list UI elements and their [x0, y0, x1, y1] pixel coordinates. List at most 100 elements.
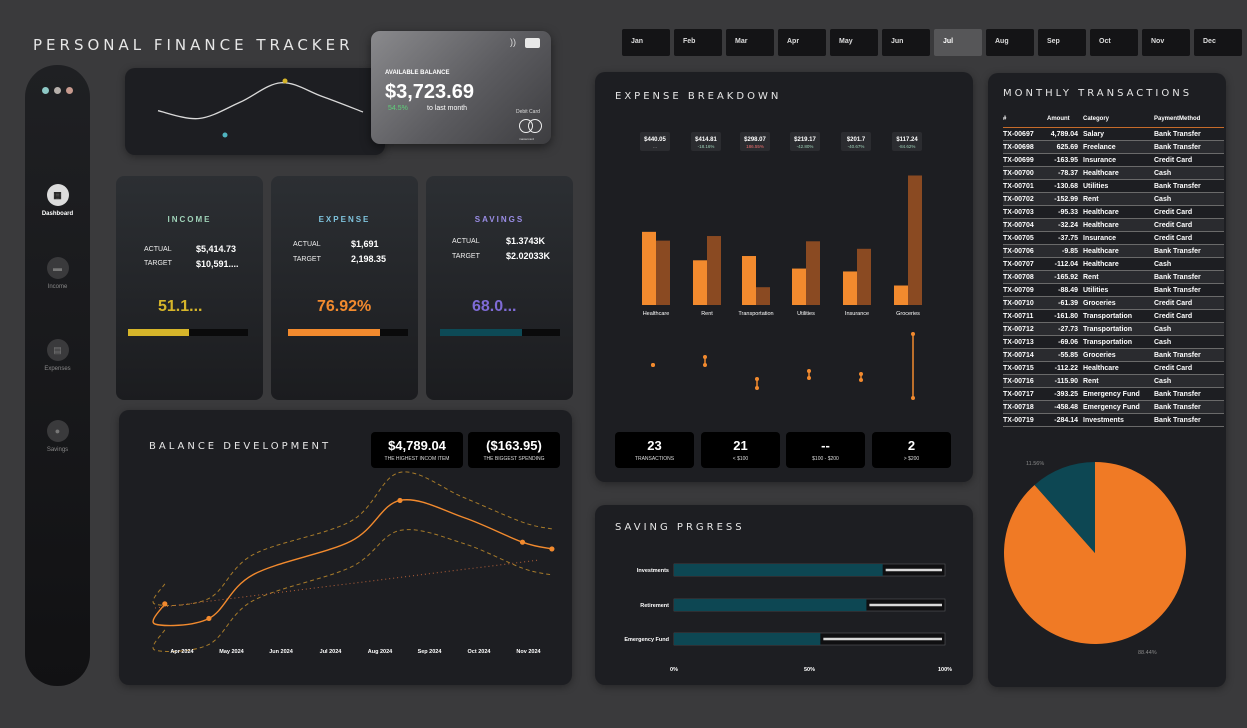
- table-cell: TX-00702: [1003, 192, 1047, 206]
- column-header[interactable]: #: [1003, 116, 1007, 122]
- table-row[interactable]: TX-00705 -37.75 Insurance Credit Card: [1003, 231, 1224, 245]
- balance-x-tick: Oct 2024: [468, 649, 492, 655]
- month-button-jun[interactable]: Jun: [882, 29, 930, 56]
- table-row[interactable]: TX-00709 -88.49 Utilities Bank Transfer: [1003, 283, 1224, 297]
- table-row[interactable]: TX-00699 -163.95 Insurance Credit Card: [1003, 153, 1224, 167]
- table-row[interactable]: TX-00710 -61.39 Groceries Credit Card: [1003, 296, 1224, 310]
- income-progress-fill: [128, 329, 190, 336]
- sidebar-item-expenses[interactable]: ▤ Expenses: [25, 339, 90, 372]
- table-row[interactable]: TX-00708 -165.92 Rent Bank Transfer: [1003, 270, 1224, 284]
- table-cell: -112.22: [1047, 361, 1083, 375]
- biggest-spending-stat: ($163.95) THE BIGGEST SPENDING: [468, 432, 560, 468]
- chip-icon: [525, 38, 540, 48]
- table-row[interactable]: TX-00700 -78.37 Healthcare Cash: [1003, 166, 1224, 180]
- table-cell: -9.85: [1047, 244, 1083, 258]
- expense-actual-label: ACTUAL: [293, 241, 321, 248]
- table-row[interactable]: TX-00717 -393.25 Emergency Fund Bank Transf…: [1003, 387, 1224, 401]
- month-button-feb[interactable]: Feb: [674, 29, 722, 56]
- expense-breakdown-panel: EXPENSE BREAKDOWN Healthcare $440.05... Re…: [595, 72, 973, 482]
- sparkline-low-point: [222, 132, 228, 138]
- table-cell: -165.92: [1047, 270, 1083, 284]
- table-cell: Insurance: [1083, 231, 1154, 245]
- month-button-jul[interactable]: Jul: [934, 29, 982, 56]
- savings-percent: 68.0...: [472, 298, 517, 315]
- expense-label-box: [640, 132, 670, 151]
- table-row[interactable]: TX-00698 625.69 Freelance Bank Transfer: [1003, 140, 1224, 154]
- table-cell: Transportation: [1083, 322, 1154, 336]
- expense-label-change: -40.67%: [848, 144, 865, 149]
- stat-under-100: 21 < $100: [701, 432, 780, 468]
- month-button-nov[interactable]: Nov: [1142, 29, 1190, 56]
- table-row[interactable]: TX-00712 -27.73 Transportation Cash: [1003, 322, 1224, 336]
- balance-x-tick: May 2024: [219, 649, 244, 655]
- column-header[interactable]: Amount: [1047, 116, 1070, 122]
- mastercard-icon: [519, 119, 543, 135]
- month-button-apr[interactable]: Apr: [778, 29, 826, 56]
- table-row[interactable]: TX-00697 4,789.04 Salary Bank Transfer: [1003, 127, 1224, 141]
- table-cell: Cash: [1154, 192, 1224, 206]
- balance-x-tick: Sep 2024: [418, 649, 443, 655]
- sidebar-item-dashboard[interactable]: ▦ Dashboard: [25, 184, 90, 217]
- sidebar-item-savings[interactable]: ● Savings: [25, 420, 90, 453]
- debit-card: )) AVAILABLE BALANCE $3,723.69 54.5% to …: [371, 31, 551, 144]
- card-type: Debit Card: [516, 109, 540, 115]
- expense-category-label: Rent: [701, 311, 713, 317]
- sidebar: [25, 65, 90, 686]
- month-button-sep[interactable]: Sep: [1038, 29, 1086, 56]
- month-button-oct[interactable]: Oct: [1090, 29, 1138, 56]
- table-row[interactable]: TX-00713 -69.06 Transportation Cash: [1003, 335, 1224, 349]
- table-row[interactable]: TX-00702 -152.99 Rent Cash: [1003, 192, 1224, 206]
- table-row[interactable]: TX-00706 -9.85 Healthcare Bank Transfer: [1003, 244, 1224, 258]
- balance-trend-line: [154, 559, 540, 609]
- expense-progress-track: [288, 329, 408, 336]
- window-dot-rose: [66, 87, 73, 94]
- table-row[interactable]: TX-00715 -112.22 Healthcare Credit Card: [1003, 361, 1224, 375]
- expense-category-label: Groceries: [896, 311, 920, 317]
- table-cell: -393.25: [1047, 387, 1083, 401]
- table-cell: TX-00701: [1003, 179, 1047, 193]
- expense-label-box: [892, 132, 922, 151]
- table-row[interactable]: TX-00701 -130.68 Utilities Bank Transfer: [1003, 179, 1224, 193]
- month-button-may[interactable]: May: [830, 29, 878, 56]
- table-row[interactable]: TX-00716 -115.90 Rent Cash: [1003, 374, 1224, 388]
- column-header[interactable]: PaymentMethod: [1154, 116, 1201, 122]
- column-header[interactable]: Category: [1083, 116, 1110, 122]
- expense-kpi-card: EXPENSE ACTUAL $1,691 TARGET 2,198.35 76…: [271, 176, 418, 400]
- balance-x-tick: Apr 2024: [170, 649, 194, 655]
- sidebar-item-income[interactable]: ▬ Income: [25, 257, 90, 290]
- table-cell: Rent: [1083, 192, 1154, 206]
- table-row[interactable]: TX-00718 -458.48 Emergency Fund Bank Transf…: [1003, 400, 1224, 414]
- expense-percent: 76.92%: [317, 298, 372, 315]
- table-row[interactable]: TX-00719 -284.14 Investments Bank Transfer: [1003, 413, 1224, 427]
- table-row[interactable]: TX-00703 -95.33 Healthcare Credit Card: [1003, 205, 1224, 219]
- expense-bar-previous: [756, 287, 770, 305]
- table-cell: -32.24: [1047, 218, 1083, 232]
- expense-bar-current: [693, 260, 707, 305]
- card-brand: mastercard: [519, 137, 535, 141]
- pie-label-bank-transfer: 88.44%: [1138, 650, 1157, 656]
- table-cell: -88.49: [1047, 283, 1083, 297]
- table-cell: TX-00703: [1003, 205, 1047, 219]
- table-cell: 4,789.04: [1047, 127, 1083, 141]
- expense-category-label: Utilities: [797, 311, 815, 317]
- month-button-jan[interactable]: Jan: [622, 29, 670, 56]
- table-cell: TX-00708: [1003, 270, 1047, 284]
- month-button-aug[interactable]: Aug: [986, 29, 1034, 56]
- expense-label-box: [691, 132, 721, 151]
- table-row[interactable]: TX-00714 -55.85 Groceries Bank Transfer: [1003, 348, 1224, 362]
- month-button-mar[interactable]: Mar: [726, 29, 774, 56]
- table-cell: -130.68: [1047, 179, 1083, 193]
- savings-target: $2.02033K: [506, 251, 551, 261]
- table-cell: TX-00707: [1003, 257, 1047, 271]
- expense-bar-previous: [656, 240, 670, 305]
- table-row[interactable]: TX-00704 -32.24 Healthcare Credit Card: [1003, 218, 1224, 232]
- table-row[interactable]: TX-00707 -112.04 Healthcare Cash: [1003, 257, 1224, 271]
- income-actual-label: ACTUAL: [144, 246, 172, 253]
- table-cell: Groceries: [1083, 296, 1154, 310]
- saving-progress-title: SAVING PRGRESS: [615, 522, 745, 533]
- table-cell: Transportation: [1083, 335, 1154, 349]
- table-row[interactable]: TX-00711 -161.80 Transportation Credit Card: [1003, 309, 1224, 323]
- month-button-dec[interactable]: Dec: [1194, 29, 1242, 56]
- table-cell: Credit Card: [1154, 296, 1224, 310]
- balance-x-tick: Jun 2024: [269, 649, 293, 655]
